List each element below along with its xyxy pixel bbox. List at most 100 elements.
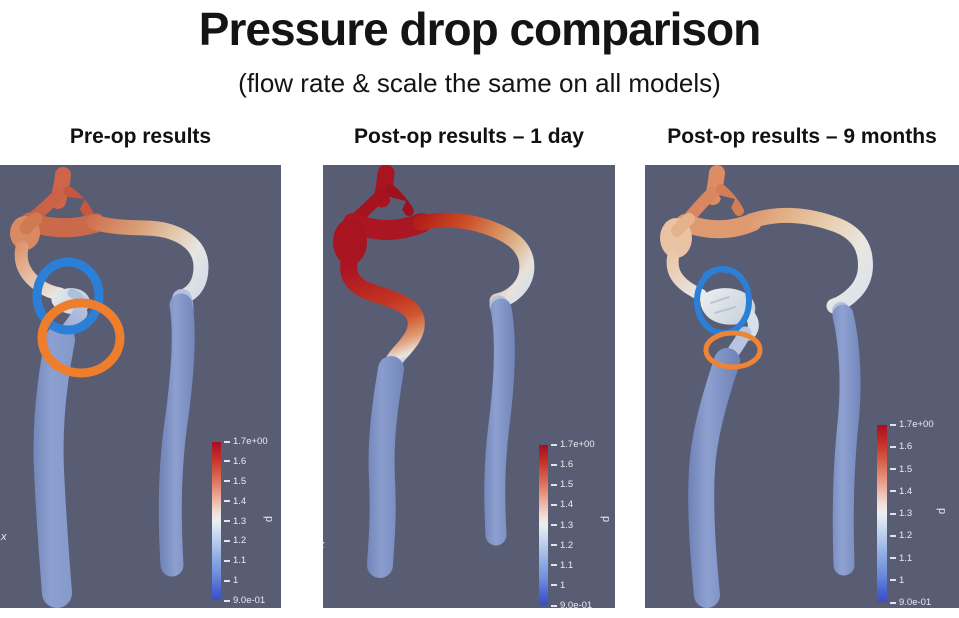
tick-mark xyxy=(551,483,557,486)
viewport-preop: x 1.7e+00 1.6 1.5 1.4 1.3 1.2 1.1 1 9.0e… xyxy=(0,165,281,608)
vessel-left-descent xyxy=(340,254,425,381)
colorbar-labels: 1.7e+00 1.6 1.5 1.4 1.3 1.2 1.1 1 9.0e-0… xyxy=(890,419,934,608)
vessel-right-sweep xyxy=(743,208,873,314)
vessel-trident-hole xyxy=(68,197,85,215)
colorbar-tick-label: 1.7e+00 xyxy=(551,439,595,450)
tick-mark xyxy=(551,544,557,547)
orange-circle-annotation xyxy=(703,330,763,370)
vessel-right-sweep xyxy=(86,214,209,305)
vessel-right-sweep xyxy=(413,212,535,309)
tick-mark xyxy=(890,557,896,559)
tick-mark xyxy=(224,460,230,463)
colorbar-tick-label: 1.2 xyxy=(551,540,595,551)
tick-mark xyxy=(890,445,896,448)
axis-x-label: x xyxy=(1,531,7,543)
tick-mark xyxy=(890,579,896,582)
colorbar-tick-label: 1.2 xyxy=(890,530,934,541)
tick-mark xyxy=(551,584,557,587)
viewport-postop-1day: x 1.7e+00 1.6 1.5 1.4 1.3 1.2 1.1 1 9.0e… xyxy=(323,165,615,608)
vessel-trident-left-branch xyxy=(352,189,387,223)
colorbar-tick-label: 1.3 xyxy=(224,516,268,527)
vessel-bulb-neck xyxy=(671,213,695,237)
vessel-right-leg xyxy=(832,304,861,576)
vessel-left-leg xyxy=(33,325,75,608)
panel-heading-preop: Pre-op results xyxy=(69,125,212,148)
colorbar-gradient xyxy=(212,442,221,600)
colorbar-tick-label: 1 xyxy=(551,580,595,591)
tick-mark xyxy=(890,423,896,426)
tick-mark xyxy=(551,524,557,526)
colorbar-tick-label: 1.1 xyxy=(224,555,268,566)
colorbar-labels: 1.7e+00 1.6 1.5 1.4 1.3 1.2 1.1 1 9.0e-0… xyxy=(224,436,268,606)
colorbar-tick-label: 1.4 xyxy=(890,486,934,497)
vessel-right-leg xyxy=(484,298,515,546)
panel-heading-postop-9months: Post-op results – 9 months xyxy=(667,125,937,148)
tick-mark xyxy=(224,520,230,522)
colorbar-title: p xyxy=(936,507,949,515)
tick-mark xyxy=(224,500,230,503)
colorbar-tick-label: 1.5 xyxy=(551,479,595,490)
vessel-render-postop-1day xyxy=(333,165,535,578)
colorbar-tick-label: 1.1 xyxy=(551,560,595,571)
colorbar-tick-label: 9.0e-01 xyxy=(551,600,595,608)
colorbar-tick-label: 1.7e+00 xyxy=(224,436,268,447)
tick-mark xyxy=(890,490,896,493)
vessel-render-preop xyxy=(10,167,209,608)
colorbar-title: p xyxy=(263,515,276,523)
tick-mark xyxy=(890,512,896,515)
tick-mark xyxy=(551,443,557,446)
colorbar-tick-label: 1.2 xyxy=(224,535,268,546)
tick-mark xyxy=(551,503,557,506)
vessel-left-leg xyxy=(367,356,404,578)
vessel-bulb-neck xyxy=(19,212,43,235)
colorbar-tick-label: 1.5 xyxy=(224,476,268,487)
vessel-trident-left-branch xyxy=(684,187,718,223)
blue-circle-annotation xyxy=(32,257,104,335)
tick-mark xyxy=(224,559,230,562)
tick-mark xyxy=(224,480,230,483)
slide-title: Pressure drop comparison xyxy=(198,3,761,55)
colorbar-gradient xyxy=(877,425,887,602)
tick-mark xyxy=(890,534,896,537)
tick-mark xyxy=(551,564,557,567)
colorbar-tick-label: 1.6 xyxy=(551,459,595,470)
slide-subtitle: (flow rate & scale the same on all model… xyxy=(238,68,721,98)
colorbar-tick-label: 1.4 xyxy=(224,496,268,507)
tick-mark xyxy=(224,440,230,443)
vessel-trident-hole xyxy=(389,197,406,217)
vessel-trident-hole xyxy=(719,195,735,215)
tick-mark xyxy=(890,601,896,604)
axis-x-label: x xyxy=(323,540,325,551)
colorbar-tick-label: 1.5 xyxy=(890,464,934,475)
colorbar-tick-label: 1 xyxy=(224,575,268,586)
vessel-render-postop-9months xyxy=(660,165,873,608)
vessel-body-band xyxy=(676,213,762,239)
colorbar-tick-label: 1 xyxy=(890,575,934,586)
colorbar-tick-label: 1.6 xyxy=(224,456,268,467)
vessel-trident-right-branch xyxy=(385,184,414,216)
colorbar-tick-label: 1.3 xyxy=(890,508,934,519)
colorbar-gradient xyxy=(539,445,548,605)
colorbar-tick-label: 1.1 xyxy=(890,553,934,564)
panel-heading-postop-1day: Post-op results – 1 day xyxy=(354,125,584,148)
tick-mark xyxy=(551,604,557,607)
viewport-postop-9months: 1.7e+00 1.6 1.5 1.4 1.3 1.2 1.1 1 9.0e-0… xyxy=(645,165,959,608)
orange-circle-annotation xyxy=(37,298,125,378)
tick-mark xyxy=(551,463,557,466)
colorbar-tick-label: 9.0e-01 xyxy=(224,595,268,606)
vessel-junction-texture xyxy=(710,296,736,314)
tick-mark xyxy=(224,539,230,542)
colorbar-title: p xyxy=(600,515,613,523)
tick-mark xyxy=(224,579,230,582)
colorbar-tick-label: 1.6 xyxy=(890,441,934,452)
colorbar-tick-label: 1.3 xyxy=(551,520,595,531)
vessel-left-leg xyxy=(688,348,740,608)
vessel-left-bulb xyxy=(333,219,367,265)
colorbar-tick-label: 1.4 xyxy=(551,499,595,510)
tick-mark xyxy=(890,468,896,470)
colorbar-tick-label: 9.0e-01 xyxy=(890,597,934,608)
colorbar-labels: 1.7e+00 1.6 1.5 1.4 1.3 1.2 1.1 1 9.0e-0… xyxy=(551,439,595,608)
tick-mark xyxy=(224,599,230,602)
vessel-junction xyxy=(700,288,756,325)
